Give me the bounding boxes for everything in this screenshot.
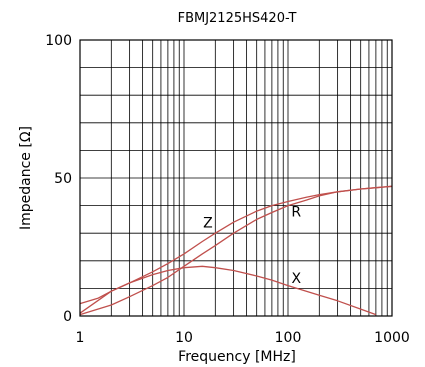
plot-frame: [79, 39, 393, 317]
x-tick-label: 10: [175, 330, 193, 346]
y-axis-label: Impedance [Ω]: [18, 126, 34, 230]
series-line-x: [79, 265, 377, 316]
y-tick-label: 50: [54, 171, 72, 187]
curves: [79, 185, 393, 316]
curve-labels: Z R X: [203, 205, 301, 287]
series-line-z: [79, 185, 393, 305]
series-line-r: [79, 185, 393, 316]
x-tick-label: 100: [275, 330, 302, 346]
grid-lines: [80, 40, 392, 316]
x-axis-label: Frequency [MHz]: [178, 349, 296, 365]
y-tick-label: 100: [45, 33, 72, 49]
curve-label-r: R: [291, 205, 301, 221]
x-tick-label: 1: [76, 330, 85, 346]
x-tick-label: 1000: [374, 330, 410, 346]
curve-label-x: X: [291, 271, 301, 287]
tick-labels: 1 10 100 1000 0 50 100: [45, 33, 410, 346]
chart-title: FBMJ2125HS420-T: [178, 11, 297, 26]
curve-label-z: Z: [203, 216, 213, 232]
y-tick-label: 0: [63, 309, 72, 325]
